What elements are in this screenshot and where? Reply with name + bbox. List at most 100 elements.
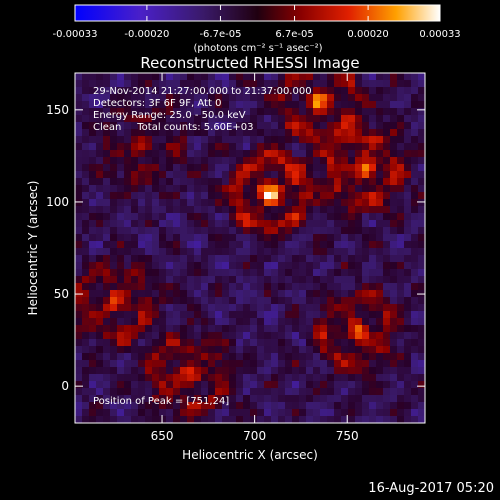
heatmap-cell [299,248,307,256]
heatmap-cell [194,87,202,95]
heatmap-cell [313,388,321,396]
heatmap-cell [187,388,195,396]
heatmap-cell [418,101,425,109]
heatmap-cell [215,283,223,291]
heatmap-cell [110,213,118,221]
heatmap-cell [264,157,272,165]
heatmap-cell [145,143,153,151]
heatmap-cell [355,143,363,151]
heatmap-cell [243,248,251,256]
heatmap-cell [397,143,405,151]
heatmap-cell [355,290,363,298]
heatmap-cell [369,297,377,305]
heatmap-cell [82,395,90,403]
heatmap-cell [152,290,160,298]
heatmap-cell [215,297,223,305]
heatmap-cell [152,269,160,277]
heatmap-cell [327,150,335,158]
heatmap-cell [201,234,209,242]
heatmap-cell [103,297,111,305]
heatmap-cell [138,178,146,186]
heatmap-cell [341,73,349,81]
heatmap-cell [376,297,384,305]
heatmap-cell [327,143,335,151]
heatmap-cell [117,325,125,333]
heatmap-cell [187,164,195,172]
heatmap-cell [397,157,405,165]
heatmap-cell [306,297,314,305]
heatmap-cell [271,339,279,347]
heatmap-cell [131,255,139,263]
heatmap-cell [285,129,293,137]
heatmap-cell [103,220,111,228]
heatmap-cell [124,171,132,179]
heatmap-cell [278,101,286,109]
heatmap-cell [320,150,328,158]
heatmap-cell [222,206,230,214]
heatmap-cell [229,108,237,116]
heatmap-cell [201,94,209,102]
heatmap-cell [159,108,167,116]
heatmap-cell [145,164,153,172]
heatmap-cell [229,136,237,144]
heatmap-cell [404,122,412,130]
heatmap-cell [159,388,167,396]
heatmap-cell [299,381,307,389]
heatmap-cell [348,220,356,228]
heatmap-cell [187,150,195,158]
heatmap-cell [257,255,265,263]
heatmap-cell [180,241,188,249]
heatmap-cell [418,241,425,249]
heatmap-cell [390,374,398,382]
heatmap-cell [152,150,160,158]
heatmap-cell [243,206,251,214]
heatmap-cell [369,171,377,179]
heatmap-cell [222,87,230,95]
heatmap-cell [124,185,132,193]
heatmap-cell [411,122,419,130]
heatmap-cell [229,318,237,326]
heatmap-cell [236,367,244,375]
heatmap-cell [257,283,265,291]
heatmap-cell [334,276,342,284]
heatmap-cell [173,353,181,361]
heatmap-cell [376,283,384,291]
heatmap-cell [173,367,181,375]
heatmap-cell [89,290,97,298]
heatmap-cell [138,332,146,340]
heatmap-cell [278,129,286,137]
heatmap-cell [257,374,265,382]
heatmap-cell [222,381,230,389]
heatmap-cell [404,164,412,172]
heatmap-cell [411,185,419,193]
heatmap-cell [208,157,216,165]
heatmap-cell [159,374,167,382]
heatmap-cell [229,290,237,298]
heatmap-cell [82,94,90,102]
heatmap-cell [418,353,425,361]
heatmap-cell [117,311,125,319]
heatmap-cell [159,234,167,242]
heatmap-cell [418,185,425,193]
heatmap-cell [376,276,384,284]
heatmap-cell [194,234,202,242]
heatmap-cell [397,297,405,305]
colorbar-unit: (photons cm⁻² s⁻¹ asec⁻²) [193,43,322,54]
heatmap-cell [327,157,335,165]
heatmap-cell [383,164,391,172]
heatmap-cell [187,171,195,179]
heatmap-cell [201,199,209,207]
heatmap-cell [369,94,377,102]
heatmap-cell [131,388,139,396]
heatmap-cell [131,262,139,270]
heatmap-cell [243,143,251,151]
heatmap-cell [222,318,230,326]
heatmap-cell [166,157,174,165]
heatmap-cell [138,290,146,298]
heatmap-cell [390,227,398,235]
heatmap-cell [383,241,391,249]
heatmap-cell [278,388,286,396]
heatmap-cell [208,297,216,305]
heatmap-cell [292,136,300,144]
heatmap-cell [257,213,265,221]
